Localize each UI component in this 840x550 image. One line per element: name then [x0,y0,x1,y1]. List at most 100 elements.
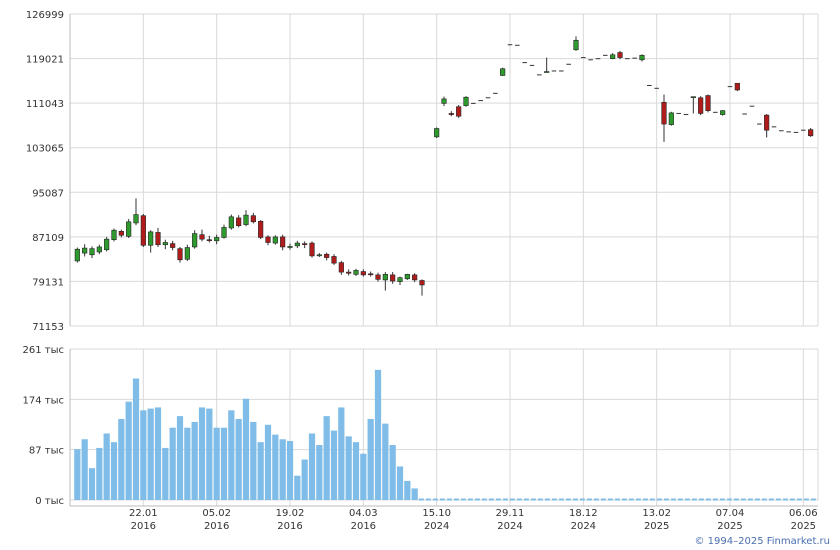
volume-bar [118,419,125,500]
candle [661,94,667,142]
date-tick-label: 04.03 [349,508,378,519]
candle-body [140,215,146,246]
candle-body [500,68,506,76]
candle [690,96,696,114]
candle [258,220,264,240]
candle [368,271,374,277]
volume-bar [250,421,257,500]
candle-body [206,239,212,242]
candle-body [764,114,770,131]
year-tick-label: 2024 [571,521,596,532]
year-tick-label: 2016 [131,521,156,532]
candle-body [698,97,704,114]
volume-bar [147,408,154,500]
candle-body [397,277,403,282]
candle-body [155,232,161,246]
date-tick-label: 15.10 [422,508,451,519]
candle-body [390,274,396,282]
candle [89,246,95,259]
candle [705,94,711,113]
volume-bar [110,442,118,500]
candle-body [258,220,264,238]
volume-bar [316,445,323,500]
volume-bar [74,449,81,500]
price-axis-labels: 126999 119021 111043 103065 95087 87109 79131 7… [26,10,64,333]
candle [243,210,249,227]
date-tick-label: 29.11 [496,508,525,519]
candle [96,244,102,255]
candle [573,36,579,51]
volume-bar [301,459,308,500]
candle [698,96,704,116]
candle [610,53,616,60]
date-tick-label: 06.06 [789,508,818,519]
candle [170,240,176,251]
candle [808,127,814,137]
candle [184,244,190,261]
candle-body [720,110,726,115]
volume-bar [294,475,301,500]
volume-bar [228,410,235,500]
volume-bar [389,445,396,500]
candle [294,240,300,249]
volume-bar [308,433,316,500]
candle-body [214,237,220,242]
candle-body [360,271,366,276]
candle-body [104,238,110,251]
candle [463,96,469,107]
volume-bar [242,398,250,500]
volume-bar [125,401,132,500]
volume-bar [338,407,345,500]
candle-body [162,242,168,246]
candle-body [243,214,249,225]
candle [111,228,117,242]
volume-bar [206,408,213,500]
price-tick-label: 103065 [26,144,64,155]
candle-body [544,71,550,73]
price-tick-label: 126999 [26,10,64,21]
candle [331,254,337,265]
candle [412,273,418,283]
candle-body [302,243,308,245]
year-tick-label: 2016 [277,521,302,532]
candle-body [617,52,623,58]
candle [302,241,308,249]
candle-body [338,262,344,273]
candle [434,127,440,139]
candle-body [192,233,198,248]
candle [390,272,396,284]
year-tick-label: 2025 [644,521,669,532]
candle [404,273,410,280]
year-tick-label: 2025 [717,521,742,532]
candle [214,234,220,245]
candle [287,243,293,250]
candle [448,111,454,117]
candle [375,272,381,282]
volume-bar [213,427,220,500]
candle [456,105,462,118]
candle [192,230,198,249]
date-tick-label: 05.02 [202,508,231,519]
year-tick-label: 2024 [424,521,449,532]
volume-bar [220,427,228,500]
candle [500,67,506,77]
volume-bar [257,442,264,500]
price-tick-label: 79131 [32,277,64,288]
volume-bar [81,439,88,500]
copyright-notice: © 1994–2025 Finmarket.ru [694,536,830,547]
candle-body [133,214,139,224]
volume-bar [198,407,206,500]
candle-body [111,229,117,241]
volume-bar [404,480,411,500]
candle-body [448,113,454,115]
volume-bar [360,453,367,500]
candle [82,244,88,257]
candle [228,214,234,230]
candle-body [690,96,696,98]
volume-tick-label: 174 тыс [23,395,64,406]
candle-body [96,246,102,253]
candle [309,241,315,258]
volume-bar [191,421,198,500]
volume-tick-label: 261 тыс [23,345,64,356]
volume-bar [184,427,191,500]
